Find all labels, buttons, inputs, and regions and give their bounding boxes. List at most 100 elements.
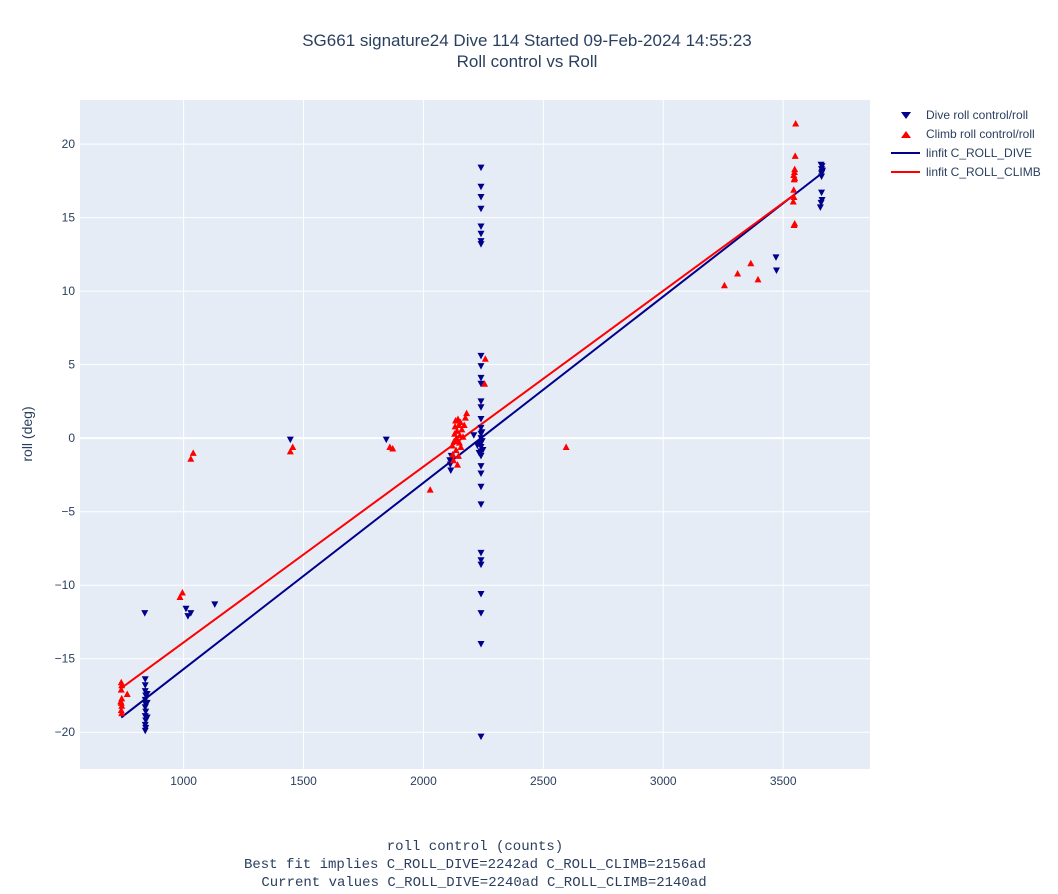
triangle-up-icon: [901, 131, 911, 138]
climb-point: [117, 678, 125, 686]
dive-point: [477, 557, 485, 564]
dive-point: [141, 676, 149, 683]
dive-point: [477, 641, 485, 648]
dive-point: [143, 691, 151, 698]
climb-point: [754, 275, 762, 283]
legend-item-linfit-climb[interactable]: linfit C_ROLL_CLIMB: [891, 165, 1041, 179]
dive-point: [477, 352, 485, 360]
legend-label-linfit-dive: linfit C_ROLL_DIVE: [926, 146, 1032, 160]
legend-item-linfit-dive[interactable]: linfit C_ROLL_DIVE: [891, 146, 1032, 160]
climb-point: [791, 174, 799, 181]
climb-point: [481, 380, 489, 387]
x-axis-label: roll control (counts): [387, 839, 563, 855]
dive-point: [477, 194, 485, 201]
climb-point: [118, 709, 126, 717]
dive-point: [142, 708, 150, 716]
current-values-note: Current values C_ROLL_DIVE=2240ad C_ROLL…: [261, 875, 706, 891]
climb-point: [449, 450, 457, 458]
dive-point: [182, 605, 190, 613]
dive-point: [477, 483, 485, 491]
dive-point: [470, 432, 478, 439]
legend-label-dive: Dive roll control/roll: [926, 108, 1028, 122]
climb-point: [189, 449, 197, 456]
y-tick-label: 5: [68, 358, 75, 372]
dive-point: [477, 398, 485, 405]
climb-point: [789, 197, 797, 205]
y-tick-label: 10: [62, 284, 76, 298]
x-axis-ticks: 1000 1500 2000 2500 3000 3500: [170, 774, 797, 788]
y-tick-label: −15: [55, 652, 76, 666]
climb-point: [747, 259, 755, 267]
legend-item-dive[interactable]: Dive roll control/roll: [901, 108, 1028, 122]
dive-point: [446, 461, 454, 469]
fit-line: [120, 172, 823, 719]
climb-point: [790, 186, 798, 193]
climb-point: [117, 686, 125, 693]
dive-point: [477, 164, 485, 172]
triangle-down-icon: [901, 112, 911, 119]
y-tick-label: −5: [61, 505, 75, 519]
dive-point: [477, 374, 485, 382]
legend-label-climb: Climb roll control/roll: [926, 127, 1035, 141]
x-tick-label: 1500: [290, 774, 317, 788]
dive-point: [816, 204, 824, 211]
climb-point: [123, 690, 131, 698]
y-tick-label: 15: [62, 211, 76, 225]
climb-point: [117, 706, 125, 714]
dive-point: [187, 610, 195, 617]
climb-point: [286, 447, 294, 455]
dive-point: [477, 733, 485, 741]
climb-point: [459, 433, 467, 440]
climb-point: [461, 414, 469, 421]
legend[interactable]: Dive roll control/roll Climb roll contro…: [891, 108, 1041, 179]
dive-point: [184, 613, 192, 620]
y-axis-label: roll (deg): [19, 406, 35, 461]
climb-point: [426, 486, 434, 493]
climb-point: [720, 281, 728, 289]
x-tick-label: 2000: [410, 774, 437, 788]
climb-point: [389, 444, 397, 452]
climb-point: [187, 455, 195, 462]
dive-point: [141, 682, 149, 689]
climb-point: [463, 409, 471, 417]
climb-point: [454, 452, 462, 459]
climb-point: [453, 434, 461, 442]
climb-point: [791, 152, 799, 159]
climb-point: [453, 461, 461, 468]
dive-point: [141, 610, 149, 617]
dive-point: [478, 429, 486, 436]
dive-point: [143, 699, 151, 707]
dive-point: [477, 230, 485, 238]
dive-point: [477, 549, 485, 557]
dive-point: [477, 241, 485, 248]
climb-point: [481, 355, 489, 362]
dive-point: [477, 610, 485, 617]
legend-item-climb[interactable]: Climb roll control/roll: [901, 127, 1035, 141]
dive-point: [141, 727, 149, 735]
dive-point: [211, 601, 219, 608]
dive-point: [477, 223, 485, 230]
climb-point: [791, 220, 799, 227]
climb-point: [792, 120, 800, 127]
climb-point: [176, 593, 184, 600]
gridlines: [80, 100, 870, 769]
x-tick-label: 1000: [170, 774, 197, 788]
dive-point: [477, 591, 485, 598]
dive-point: [772, 254, 780, 261]
climb-point: [449, 456, 457, 464]
dive-point: [477, 424, 485, 432]
y-tick-label: −10: [55, 578, 76, 592]
x-tick-label: 3000: [650, 774, 677, 788]
chart-title: SG661 signature24 Dive 114 Started 09-Fe…: [302, 31, 752, 50]
chart-subtitle: Roll control vs Roll: [457, 52, 598, 71]
climb-point: [289, 443, 297, 450]
y-tick-label: −20: [55, 725, 76, 739]
climb-point: [452, 446, 460, 453]
dive-point: [446, 457, 454, 464]
climb-point: [790, 193, 798, 201]
x-tick-label: 3500: [770, 774, 797, 788]
dive-point: [478, 438, 486, 445]
climb-point: [734, 269, 742, 277]
climb-point: [791, 165, 799, 173]
